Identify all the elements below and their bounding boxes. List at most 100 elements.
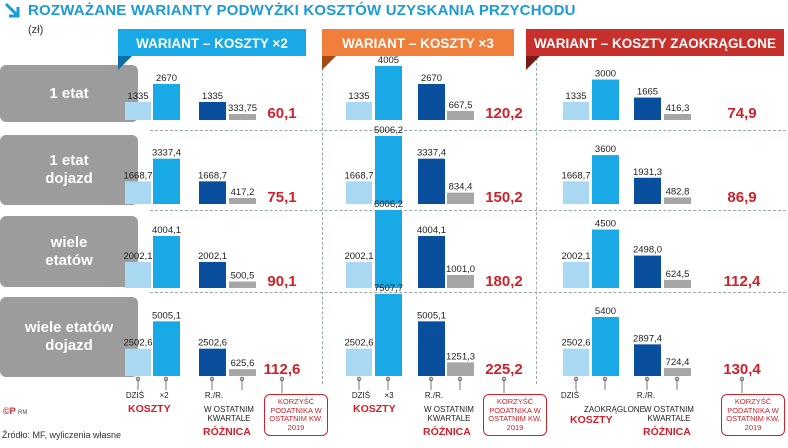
caption-quarterly: W OSTATNIM KWARTALE <box>644 405 694 423</box>
group-label-koszty: KOSZTY <box>128 403 171 415</box>
data-label: 4004,1 <box>417 225 446 236</box>
data-label: 7507,7 <box>374 283 403 294</box>
bar-today <box>346 102 372 120</box>
pointer-dot <box>573 376 579 382</box>
bar-today <box>346 181 372 204</box>
data-label: 4004,1 <box>152 225 181 236</box>
data-label: 2670 <box>421 73 442 84</box>
row-label: 1 etat dojazd <box>0 135 138 205</box>
banner-variant-3: WARIANT – KOSZTY ZAOKRĄGLONE <box>526 29 784 70</box>
caption-today: DZIŚ <box>560 391 580 400</box>
data-label: 2002,1 <box>561 251 590 262</box>
pointer-dot <box>602 376 608 382</box>
bar-quarterly-diff <box>447 362 474 376</box>
bar-today <box>563 102 589 120</box>
data-label: 5400 <box>595 306 616 317</box>
caption-today: DZIŚ <box>125 391 145 400</box>
data-label: 4500 <box>595 219 616 230</box>
pointer-dot <box>356 376 362 382</box>
data-label: 4005 <box>378 55 399 66</box>
benefit-value: 225,2 <box>485 361 523 378</box>
data-label: 1668,7 <box>344 170 373 181</box>
caption-quarterly: W OSTATNIM KWARTALE <box>204 405 254 423</box>
column-separator <box>536 48 537 384</box>
bar-today <box>125 181 151 204</box>
bar-variant <box>592 229 619 288</box>
benefit-value: 150,2 <box>485 189 523 206</box>
data-label: 1335 <box>565 91 586 102</box>
pointer-dot <box>163 376 169 382</box>
banner-text: WARIANT – KOSZTY ×2 <box>136 36 288 51</box>
bar-yearly-diff <box>418 321 445 376</box>
data-label: 3600 <box>595 144 616 155</box>
pointer-dot <box>279 376 285 382</box>
bar-quarterly-diff <box>664 368 691 376</box>
data-label: 5005,1 <box>417 310 446 321</box>
group-label-koszty: KOSZTY <box>353 403 396 415</box>
benefit-label: KORZYŚĆ PODATNIKA W OSTATNIM KW. 2019 <box>483 394 547 436</box>
data-label: 625,6 <box>231 358 255 369</box>
bar-yearly-diff <box>199 102 226 120</box>
benefit-value: 75,1 <box>267 189 296 206</box>
data-label: 5005,1 <box>152 310 181 321</box>
data-label: 1001,0 <box>446 264 475 275</box>
benefit-value: 112,6 <box>264 361 301 378</box>
pointer-dot <box>209 376 215 382</box>
bar-yearly-diff <box>634 344 661 376</box>
row-label: wiele etatów <box>0 216 138 287</box>
bar-yearly-diff <box>199 261 226 288</box>
bar-yearly-diff <box>418 84 445 120</box>
data-label: 333,75 <box>228 103 257 114</box>
data-label: 1665 <box>637 87 658 98</box>
unit-label: (zł) <box>28 24 44 36</box>
pointer-dot <box>501 376 507 382</box>
benefit-value: 86,9 <box>727 189 756 206</box>
row-label: wiele etatów dojazd <box>0 297 138 377</box>
data-label: 1668,7 <box>198 170 227 181</box>
data-label: 1668,7 <box>561 170 590 181</box>
pointer-dot <box>385 376 391 382</box>
row-separator <box>150 130 786 131</box>
data-label: 1931,3 <box>633 167 662 178</box>
bar-today <box>563 348 589 376</box>
bar-variant <box>592 317 619 376</box>
benefit-value: 74,9 <box>727 105 756 122</box>
benefit-value: 60,1 <box>267 105 296 122</box>
caption-today: DZIŚ <box>351 391 371 400</box>
bar-quarterly-diff <box>229 114 256 120</box>
logo: ©P RM <box>3 406 28 416</box>
data-label: 416,3 <box>666 103 690 114</box>
bar-quarterly-diff <box>447 275 474 288</box>
pointer-dot <box>739 376 745 382</box>
data-label: 5006,2 <box>374 125 403 136</box>
banner-text: WARIANT – KOSZTY ×3 <box>342 36 494 51</box>
bar-quarterly-diff <box>229 281 256 288</box>
data-label: 3000 <box>595 69 616 80</box>
bar-quarterly-diff <box>664 114 691 120</box>
bar-yearly-diff <box>418 236 445 288</box>
bar-variant <box>375 294 402 376</box>
caption-quarterly: W OSTATNIM KWARTALE <box>424 405 474 423</box>
bar-yearly-diff <box>418 158 445 204</box>
pointer-dot <box>239 376 245 382</box>
data-label: 1668,7 <box>123 170 152 181</box>
source-note: Źródło: MF, wyliczenia własne <box>2 430 122 440</box>
data-label: 3337,4 <box>417 148 446 159</box>
benefit-value: 130,4 <box>723 361 761 378</box>
pointer-dot <box>135 376 141 382</box>
data-label: 417,2 <box>231 187 255 198</box>
pointer-dot <box>644 376 650 382</box>
bar-today <box>125 261 151 288</box>
benefit-value: 90,1 <box>267 273 296 290</box>
pointer-dot <box>457 376 463 382</box>
benefit-label: KORZYŚĆ PODATNIKA W OSTATNIM KW. 2019 <box>264 394 328 436</box>
benefit-value: 120,2 <box>485 105 523 122</box>
bar-quarterly-diff <box>229 198 256 204</box>
data-label: 3337,4 <box>152 148 181 159</box>
bar-today <box>563 181 589 204</box>
bar-variant <box>153 158 180 204</box>
bar-variant <box>375 136 402 204</box>
pointer-dot <box>674 376 680 382</box>
bar-quarterly-diff <box>447 192 474 204</box>
bar-variant <box>153 236 180 288</box>
